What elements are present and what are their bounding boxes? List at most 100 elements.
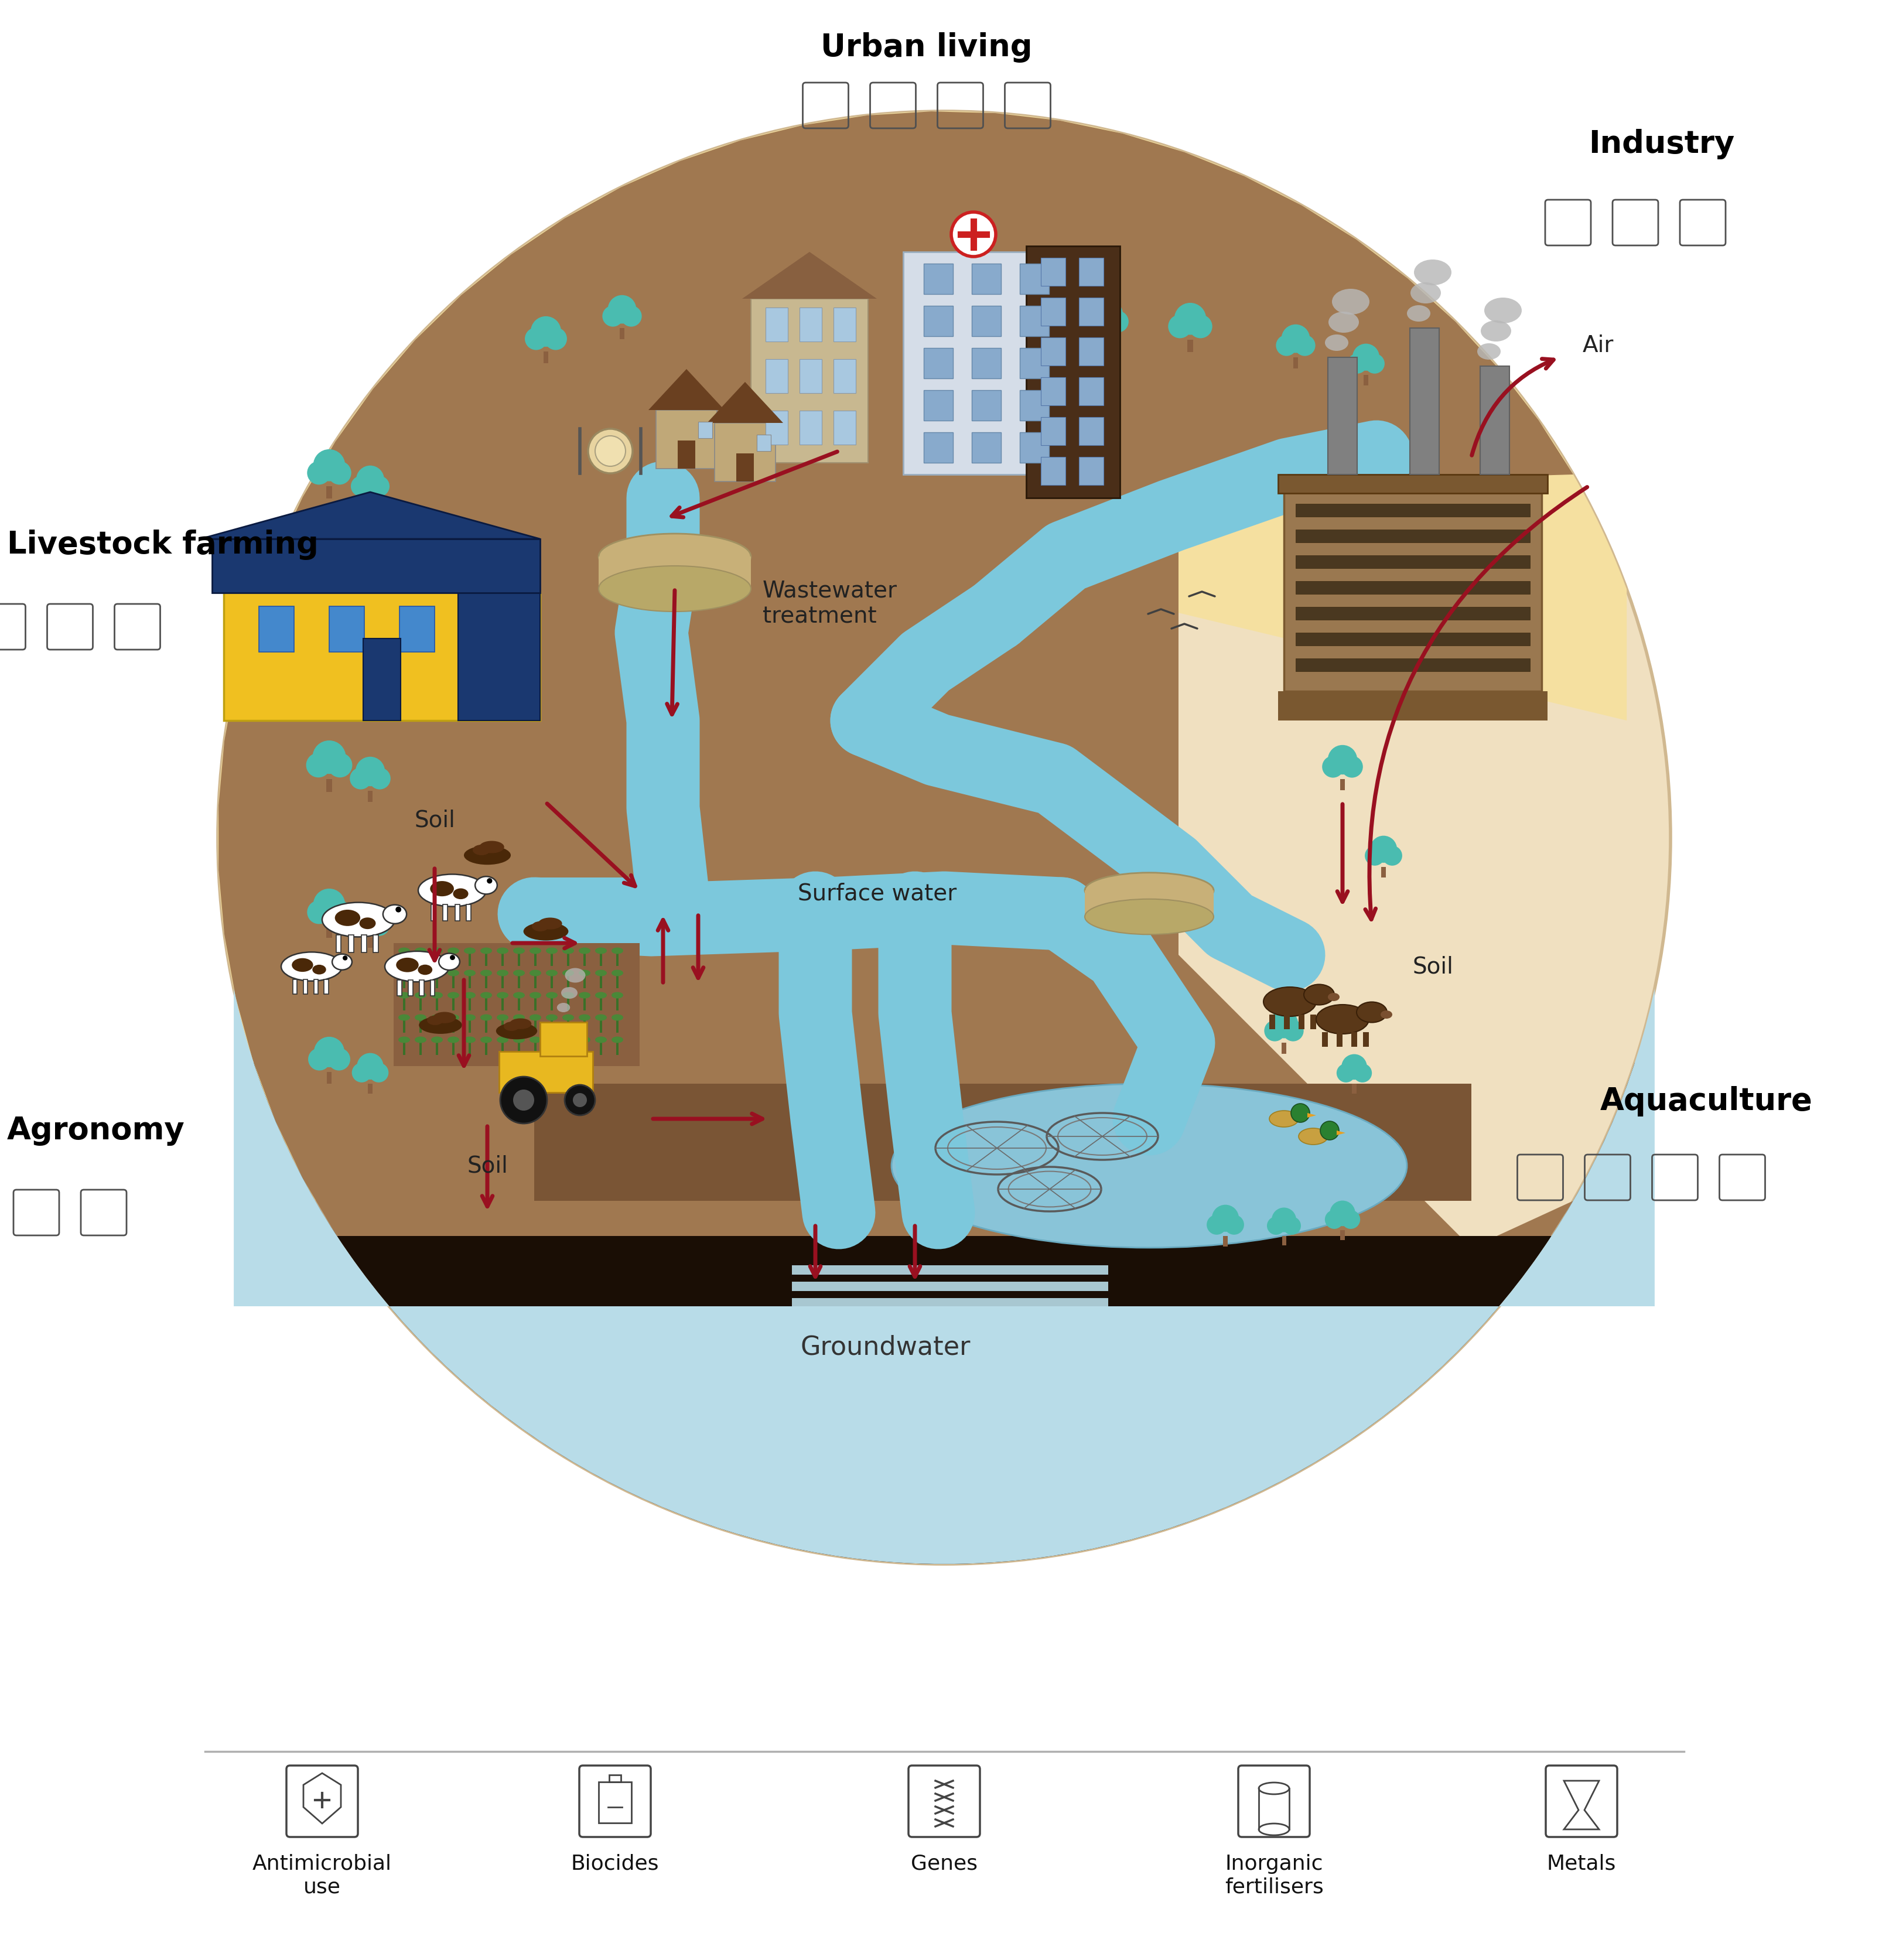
- Circle shape: [395, 907, 400, 913]
- Polygon shape: [648, 368, 725, 410]
- Bar: [791, 1266, 1109, 1274]
- Bar: [903, 253, 1045, 474]
- Circle shape: [327, 900, 351, 923]
- Bar: [535, 953, 536, 966]
- Ellipse shape: [312, 964, 327, 974]
- Ellipse shape: [399, 947, 410, 955]
- Bar: [451, 996, 455, 1011]
- Ellipse shape: [448, 1037, 459, 1043]
- Bar: [349, 935, 353, 953]
- Bar: [485, 996, 487, 1011]
- Bar: [329, 606, 365, 653]
- Circle shape: [1275, 335, 1298, 357]
- Text: Industry: Industry: [1589, 129, 1734, 159]
- Bar: [1079, 259, 1103, 286]
- Bar: [599, 557, 752, 588]
- Circle shape: [349, 621, 372, 643]
- Bar: [714, 423, 776, 482]
- Bar: [419, 996, 421, 1011]
- Ellipse shape: [546, 970, 557, 976]
- Text: Soil: Soil: [414, 809, 455, 831]
- Bar: [620, 327, 625, 339]
- Bar: [1079, 376, 1103, 406]
- Bar: [971, 433, 1001, 463]
- Ellipse shape: [417, 874, 485, 907]
- Ellipse shape: [416, 992, 427, 998]
- Polygon shape: [200, 492, 540, 539]
- Circle shape: [1167, 316, 1192, 339]
- Ellipse shape: [281, 953, 342, 982]
- Bar: [1294, 357, 1298, 368]
- Bar: [550, 1019, 553, 1033]
- Ellipse shape: [546, 1013, 557, 1021]
- Circle shape: [1207, 1215, 1226, 1235]
- Ellipse shape: [561, 988, 578, 1000]
- Bar: [451, 1041, 455, 1054]
- Bar: [971, 306, 1001, 337]
- Bar: [518, 996, 519, 1011]
- Bar: [616, 996, 618, 1011]
- Ellipse shape: [472, 845, 491, 855]
- Ellipse shape: [514, 970, 525, 976]
- Ellipse shape: [448, 992, 459, 998]
- Polygon shape: [253, 1062, 1636, 1564]
- Circle shape: [1366, 845, 1385, 866]
- Circle shape: [595, 435, 625, 466]
- Bar: [1020, 433, 1048, 463]
- Bar: [436, 1041, 438, 1054]
- Bar: [485, 974, 487, 988]
- Circle shape: [312, 592, 346, 627]
- Ellipse shape: [291, 958, 314, 972]
- Bar: [368, 498, 372, 508]
- Ellipse shape: [533, 921, 548, 931]
- Bar: [485, 1019, 487, 1033]
- Bar: [361, 935, 366, 953]
- Bar: [1311, 1015, 1317, 1029]
- Bar: [616, 974, 618, 988]
- Ellipse shape: [578, 1037, 591, 1043]
- Ellipse shape: [497, 1013, 508, 1021]
- Bar: [791, 1298, 1109, 1307]
- Bar: [419, 953, 421, 966]
- Bar: [1328, 357, 1356, 474]
- Polygon shape: [263, 112, 1626, 721]
- Ellipse shape: [431, 992, 442, 998]
- Bar: [584, 1041, 586, 1054]
- Bar: [327, 486, 332, 498]
- Bar: [599, 1782, 631, 1823]
- Bar: [540, 1023, 587, 1056]
- Circle shape: [1341, 1209, 1360, 1229]
- Bar: [1041, 259, 1065, 286]
- Circle shape: [308, 900, 331, 923]
- Ellipse shape: [529, 970, 542, 976]
- Bar: [467, 906, 470, 921]
- Ellipse shape: [595, 1037, 606, 1043]
- Ellipse shape: [529, 1037, 542, 1043]
- Ellipse shape: [1477, 343, 1500, 361]
- Bar: [550, 974, 553, 988]
- Bar: [419, 980, 425, 996]
- Bar: [601, 953, 603, 966]
- Bar: [397, 980, 402, 996]
- Bar: [368, 937, 372, 949]
- Bar: [327, 1072, 332, 1084]
- Bar: [601, 974, 603, 988]
- Bar: [368, 645, 372, 657]
- Bar: [501, 996, 504, 1011]
- Polygon shape: [535, 1084, 1472, 1201]
- Bar: [431, 906, 436, 921]
- Circle shape: [368, 915, 389, 937]
- Bar: [1322, 1033, 1328, 1047]
- Circle shape: [487, 878, 493, 884]
- Bar: [791, 1331, 1109, 1341]
- Bar: [1041, 417, 1065, 445]
- Ellipse shape: [1328, 994, 1339, 1002]
- Bar: [212, 539, 540, 592]
- Ellipse shape: [497, 1037, 508, 1043]
- Bar: [535, 1019, 536, 1033]
- Ellipse shape: [529, 947, 542, 955]
- Ellipse shape: [1324, 335, 1349, 351]
- Circle shape: [1322, 757, 1343, 778]
- Bar: [468, 974, 470, 988]
- Ellipse shape: [599, 566, 752, 612]
